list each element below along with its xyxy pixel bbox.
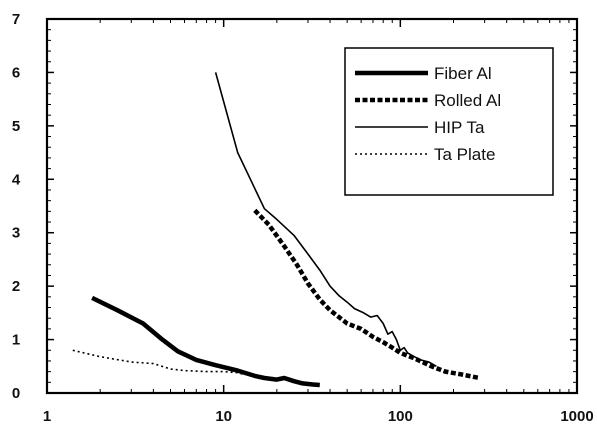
x-tick-label: 1000 — [560, 408, 593, 425]
legend-label-fiber-al: Fiber Al — [434, 64, 492, 83]
y-tick-label: 5 — [12, 118, 20, 135]
series-line-fiber-al — [91, 295, 320, 388]
y-axis: 0 1 2 3 4 5 6 7 — [12, 11, 577, 402]
y-tick-label: 7 — [12, 11, 20, 28]
legend-label-hip-ta: HIP Ta — [434, 118, 485, 137]
y-tick-label: 2 — [12, 278, 20, 295]
y-tick-label: 6 — [12, 64, 20, 81]
legend-label-ta-plate: Ta Plate — [434, 145, 495, 164]
y-tick-label: 3 — [12, 225, 20, 242]
series-line-rolled-al — [253, 208, 480, 381]
x-axis: 1 10 100 1000 — [43, 19, 594, 425]
y-tick-label: 0 — [12, 385, 20, 402]
x-tick-label: 1 — [43, 408, 51, 425]
series-line-hip-ta — [214, 72, 437, 367]
x-tick-label: 10 — [215, 408, 232, 425]
plot-area-frame — [45, 17, 579, 395]
legend-label-rolled-al: Rolled Al — [434, 91, 501, 110]
y-tick-label: 4 — [12, 171, 21, 188]
series-line-ta-plate — [72, 349, 245, 376]
x-tick-label: 100 — [388, 408, 413, 425]
y-tick-label: 1 — [12, 332, 20, 349]
legend: Fiber Al Rolled Al HIP Ta Ta Plate — [344, 47, 554, 196]
series-layer — [72, 72, 480, 388]
